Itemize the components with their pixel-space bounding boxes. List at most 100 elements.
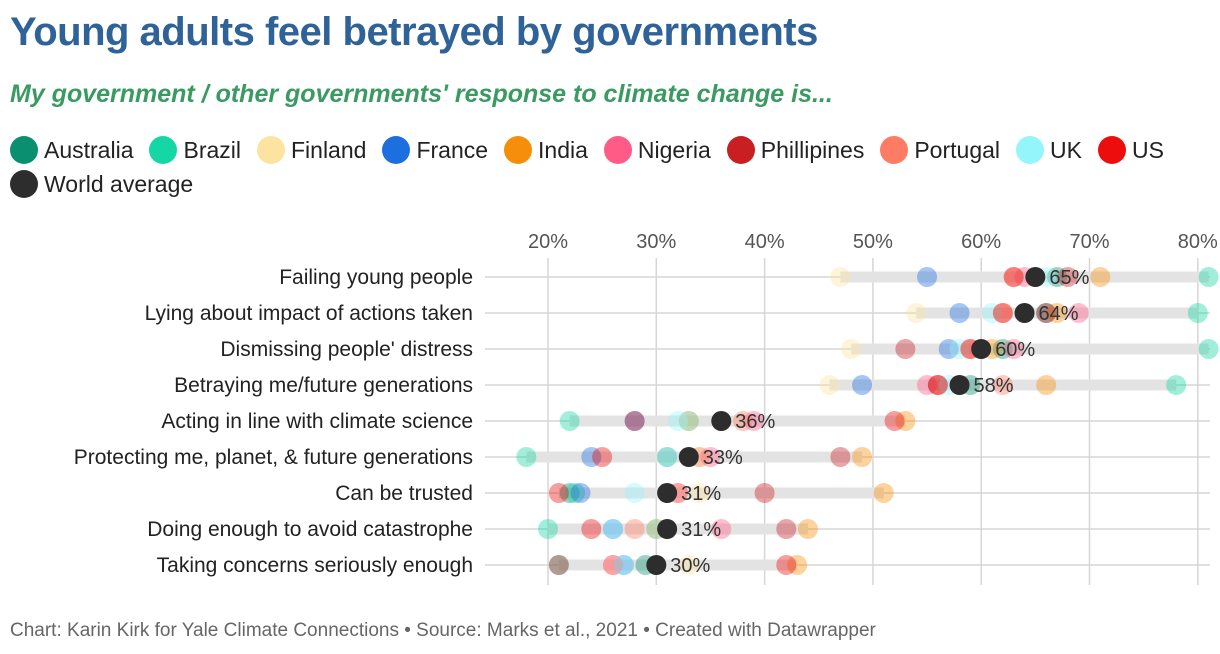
dot-world-average — [657, 519, 678, 539]
dot-brazil — [1187, 303, 1208, 323]
legend-label: Finland — [291, 136, 367, 163]
dot-india — [1036, 375, 1057, 395]
dot-world-average — [971, 339, 992, 359]
dot-phillipines — [776, 519, 797, 539]
dot-finland — [830, 267, 851, 287]
dot-india — [873, 483, 894, 503]
dot-world-average — [678, 447, 699, 467]
dot-finland — [841, 339, 862, 359]
dot-australia — [678, 411, 699, 431]
chart-title: Young adults feel betrayed by government… — [10, 10, 818, 54]
dot-us — [992, 303, 1013, 323]
legend-label: Nigeria — [637, 136, 711, 163]
dot-australia — [559, 483, 580, 503]
dot-france — [917, 267, 938, 287]
avg-value-label: 30% — [670, 555, 710, 577]
dot-india — [787, 555, 808, 575]
dot-brazil — [538, 519, 558, 539]
dot-brazil — [565, 483, 586, 503]
dot-uk — [982, 303, 1003, 323]
legend-label: World average — [44, 170, 194, 197]
dot-france — [852, 375, 873, 395]
legend-swatch-icon — [726, 136, 755, 164]
category-label: Doing enough to avoid catastrophe — [147, 518, 473, 541]
dot-france — [938, 339, 959, 359]
dot-france — [949, 303, 970, 323]
dot-world-average — [711, 411, 732, 431]
dot-us — [884, 411, 905, 431]
legend-label: Brazil — [183, 136, 241, 163]
dot-finland — [678, 411, 699, 431]
dot-phillipines — [927, 375, 948, 395]
dot-world-average — [949, 375, 970, 395]
legend-label: Australia — [44, 136, 134, 163]
dot-brazil — [548, 555, 569, 575]
legend-label: UK — [1050, 136, 1082, 163]
category-label: Can be trusted — [335, 482, 473, 505]
legend-item-uk: UK — [1016, 136, 1082, 164]
category-label: Protecting me, planet, & future generati… — [74, 446, 473, 469]
dot-phillipines — [548, 555, 569, 575]
avg-value-label: 36% — [735, 411, 775, 433]
legend-swatch-icon — [382, 136, 411, 164]
dot-phillipines — [830, 447, 851, 467]
dot-phillipines — [1057, 267, 1078, 287]
x-tick-label: 50% — [853, 231, 893, 253]
legend-swatch-icon — [1097, 136, 1126, 164]
avg-value-label: 31% — [681, 483, 721, 505]
x-tick-label: 30% — [636, 231, 676, 253]
dot-brazil — [1166, 375, 1187, 395]
x-tick-label: 80% — [1178, 231, 1218, 253]
dot-brazil — [516, 447, 537, 467]
dot-australia — [992, 339, 1013, 359]
x-tick-label: 20% — [528, 231, 568, 253]
dot-uk — [949, 339, 970, 359]
legend-swatch-icon — [257, 136, 285, 164]
dot-uk — [602, 519, 623, 539]
dot-finland — [678, 555, 699, 575]
legend-swatch-icon — [1016, 136, 1045, 164]
legend-item-world-average: World average — [10, 170, 193, 198]
dot-us — [592, 447, 613, 467]
category-label: Acting in line with climate science — [161, 410, 473, 433]
legend-swatch-icon — [603, 136, 632, 164]
dot-phillipines — [624, 411, 645, 431]
dot-plot: 20% 30% 40% 50% 60% 70% 80% Failing young peopl… — [74, 231, 1219, 585]
category-label: Betraying me/future generations — [174, 374, 473, 397]
chart-credit: Chart: Karin Kirk for Yale Climate Conne… — [10, 620, 876, 641]
dot-portugal — [602, 555, 623, 575]
legend-item-us: US — [1097, 136, 1164, 164]
dot-nigeria — [1003, 339, 1024, 359]
dot-nigeria — [711, 519, 732, 539]
legend-item-france: France — [382, 136, 488, 164]
legend-label: Portugal — [914, 136, 1001, 163]
dot-nigeria — [917, 375, 938, 395]
legend-item-australia: Australia — [10, 136, 133, 164]
dot-us — [927, 375, 948, 395]
dot-france — [570, 483, 591, 503]
dot-uk — [657, 447, 678, 467]
dot-india — [895, 411, 916, 431]
dot-finland — [819, 375, 840, 395]
dot-australia — [1047, 267, 1068, 287]
legend-label: Phillipines — [760, 136, 865, 163]
avg-value-label: 65% — [1049, 267, 1089, 289]
dot-us — [776, 555, 797, 575]
avg-value-label: 33% — [703, 447, 743, 469]
dot-portugal — [992, 375, 1013, 395]
x-tick-label: 40% — [745, 231, 785, 253]
category-label: Lying about impact of actions taken — [145, 302, 473, 325]
legend-label: US — [1131, 136, 1164, 163]
dot-brazil — [1198, 267, 1219, 287]
avg-value-label: 58% — [974, 375, 1014, 397]
dot-france — [613, 555, 634, 575]
legend-swatch-icon — [10, 136, 38, 164]
legend-item-brazil: Brazil — [149, 136, 241, 164]
dot-phillipines — [1036, 303, 1057, 323]
dot-world-average — [1014, 303, 1035, 323]
dot-france — [602, 519, 623, 539]
x-tick-label: 70% — [1069, 231, 1109, 253]
dot-phillipines — [754, 483, 775, 503]
legend-label: India — [538, 136, 588, 163]
dot-uk — [613, 555, 634, 575]
